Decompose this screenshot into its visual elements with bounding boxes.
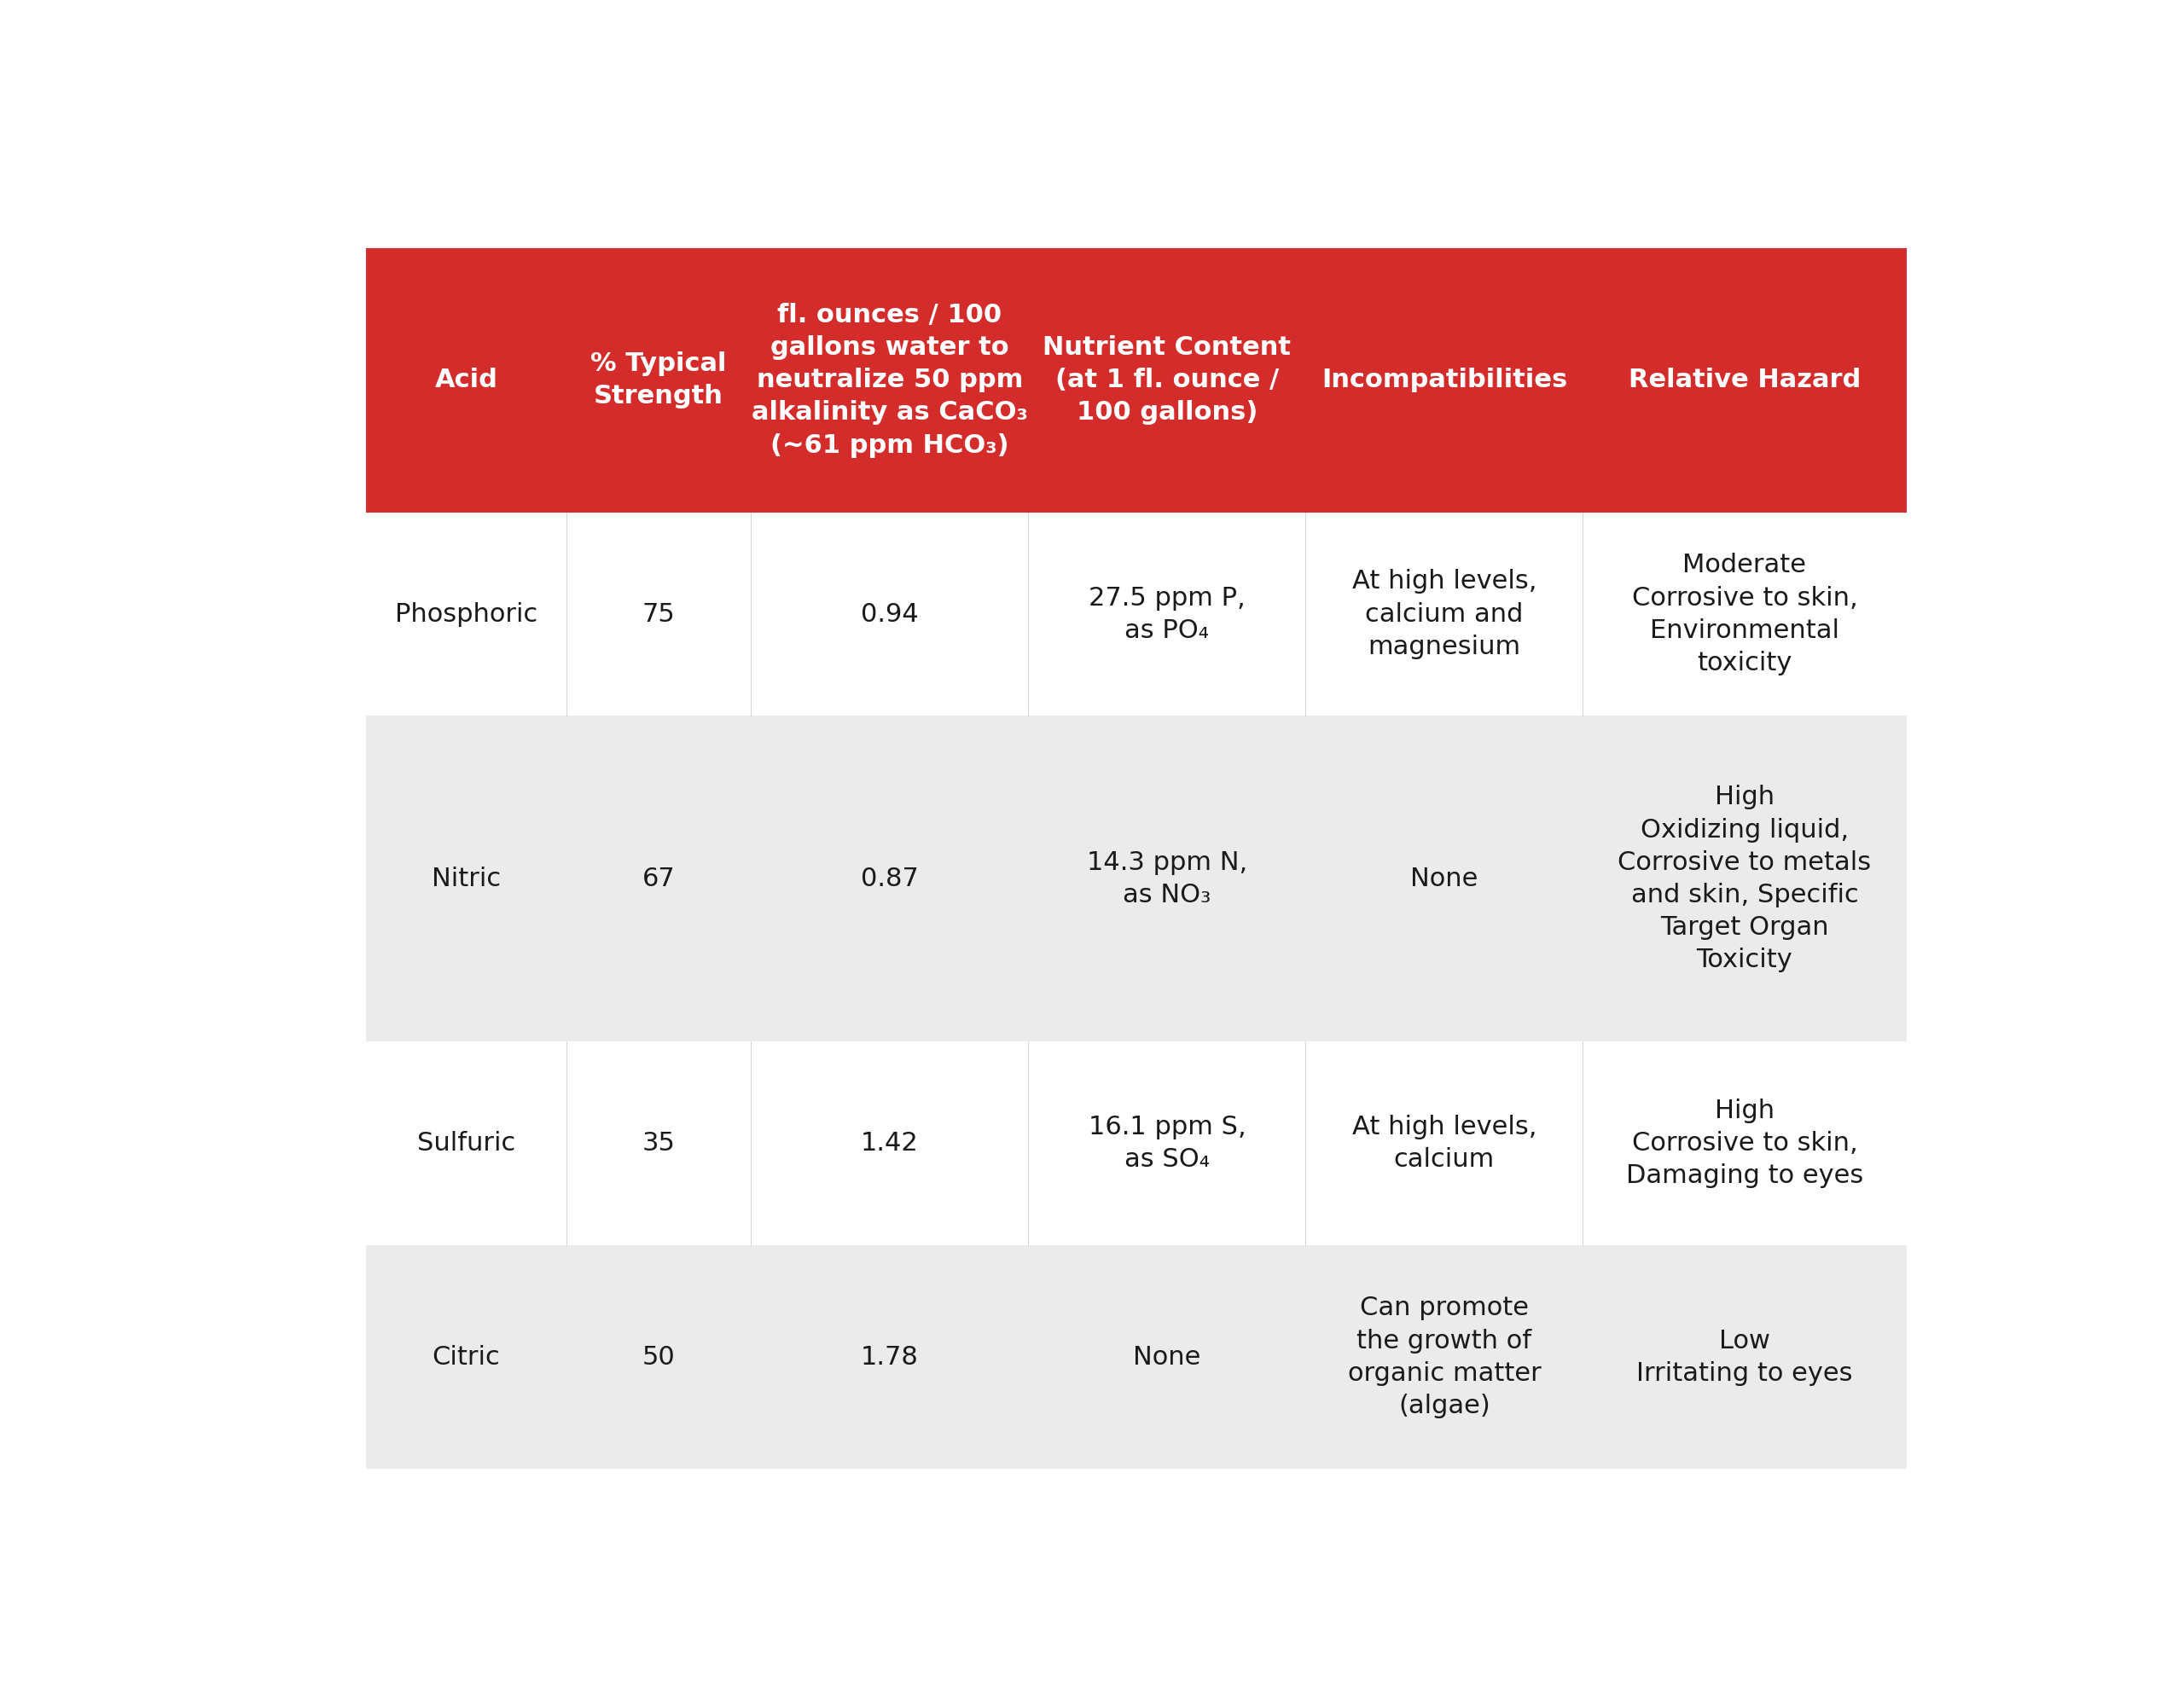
Bar [1583, 715, 1907, 1041]
Bar [1029, 715, 1306, 1041]
Bar [1583, 248, 1907, 513]
Bar [1029, 1041, 1306, 1245]
Bar [1029, 1245, 1306, 1469]
Bar [751, 248, 1029, 513]
Text: Nitric: Nitric [432, 867, 500, 891]
Bar [1306, 715, 1583, 1041]
Text: 0.94: 0.94 [860, 602, 919, 626]
Text: % Typical
Strength: % Typical Strength [590, 351, 727, 408]
Text: Phosphoric: Phosphoric [395, 602, 537, 626]
Bar [367, 1245, 566, 1469]
Text: 50: 50 [642, 1345, 675, 1370]
Bar [1306, 248, 1583, 513]
Text: Incompatibilities: Incompatibilities [1321, 368, 1568, 393]
Text: fl. ounces / 100
gallons water to
neutralize 50 ppm
alkalinity as CaCO₃
(~61 ppm: fl. ounces / 100 gallons water to neutra… [751, 302, 1029, 457]
Text: Moderate
Corrosive to skin,
Environmental
toxicity: Moderate Corrosive to skin, Environmenta… [1631, 553, 1859, 675]
Bar [566, 248, 751, 513]
Text: 35: 35 [642, 1130, 675, 1156]
Bar [1583, 1245, 1907, 1469]
Text: At high levels,
calcium: At high levels, calcium [1352, 1115, 1538, 1172]
Text: 16.1 ppm S,
as SO₄: 16.1 ppm S, as SO₄ [1088, 1115, 1245, 1172]
Text: Sulfuric: Sulfuric [417, 1130, 515, 1156]
Text: Nutrient Content
(at 1 fl. ounce /
100 gallons): Nutrient Content (at 1 fl. ounce / 100 g… [1044, 336, 1291, 425]
Bar [1306, 1041, 1583, 1245]
Text: 14.3 ppm N,
as NO₃: 14.3 ppm N, as NO₃ [1088, 850, 1247, 908]
Text: Can promote
the growth of
organic matter
(algae): Can promote the growth of organic matter… [1348, 1296, 1542, 1419]
Text: None: None [1411, 867, 1479, 891]
Text: 27.5 ppm P,
as PO₄: 27.5 ppm P, as PO₄ [1088, 585, 1245, 643]
Bar [1029, 513, 1306, 715]
Bar [751, 1041, 1029, 1245]
Text: Citric: Citric [432, 1345, 500, 1370]
Bar [1583, 1041, 1907, 1245]
Text: 1.42: 1.42 [860, 1130, 919, 1156]
Text: 0.87: 0.87 [860, 867, 919, 891]
Bar [566, 1245, 751, 1469]
Text: 1.78: 1.78 [860, 1345, 919, 1370]
Bar [367, 1041, 566, 1245]
Bar [751, 715, 1029, 1041]
Bar [1306, 513, 1583, 715]
Text: High
Oxidizing liquid,
Corrosive to metals
and skin, Specific
Target Organ
Toxic: High Oxidizing liquid, Corrosive to meta… [1618, 784, 1872, 973]
Text: 75: 75 [642, 602, 675, 626]
Bar [1583, 513, 1907, 715]
Bar [566, 715, 751, 1041]
Bar [1306, 1245, 1583, 1469]
Bar [367, 248, 566, 513]
Bar [367, 513, 566, 715]
Bar [566, 1041, 751, 1245]
Text: At high levels,
calcium and
magnesium: At high levels, calcium and magnesium [1352, 569, 1538, 660]
Text: Low
Irritating to eyes: Low Irritating to eyes [1636, 1328, 1852, 1385]
Bar [751, 1245, 1029, 1469]
Bar [367, 715, 566, 1041]
Text: Relative Hazard: Relative Hazard [1629, 368, 1861, 393]
Text: None: None [1133, 1345, 1201, 1370]
Text: 67: 67 [642, 867, 675, 891]
Text: Acid: Acid [435, 368, 498, 393]
Bar [566, 513, 751, 715]
Bar [751, 513, 1029, 715]
Bar [1029, 248, 1306, 513]
Text: High
Corrosive to skin,
Damaging to eyes: High Corrosive to skin, Damaging to eyes [1625, 1098, 1863, 1188]
